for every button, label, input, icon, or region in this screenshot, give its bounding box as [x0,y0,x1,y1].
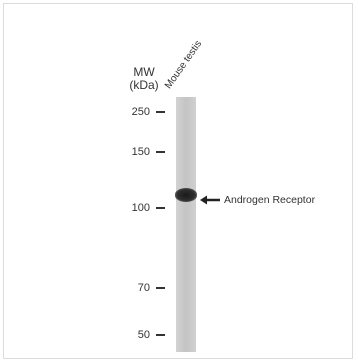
marker-tick [156,151,165,153]
band-label: Androgen Receptor [224,194,316,206]
band-annotation: Androgen Receptor [200,194,315,206]
marker-tick [156,287,165,289]
protein-band [175,188,197,202]
marker-value: 100 [131,202,150,214]
marker-100: 100 [122,201,172,215]
marker-value: 70 [137,282,150,294]
mw-label: MW [133,65,155,79]
left-arrow-icon [200,195,220,205]
marker-150: 150 [122,145,172,159]
blot-lane [176,97,196,352]
marker-value: 50 [137,329,150,341]
marker-value: 250 [131,106,150,118]
mw-axis-title: MW (kDa) [122,66,166,92]
marker-50: 50 [122,328,172,342]
marker-250: 250 [122,105,172,119]
marker-tick [156,334,165,336]
marker-value: 150 [131,146,150,158]
marker-70: 70 [122,281,172,295]
marker-tick [156,111,165,113]
marker-tick [156,207,165,209]
kda-label: (kDa) [129,78,159,92]
